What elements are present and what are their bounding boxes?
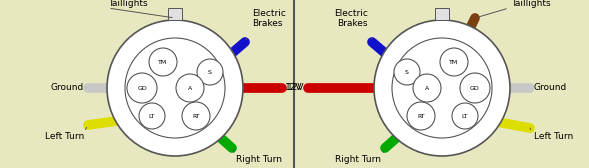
Circle shape (107, 20, 243, 156)
Text: Right Turn: Right Turn (236, 155, 282, 164)
Text: GD: GD (137, 86, 147, 91)
Circle shape (127, 73, 157, 103)
Circle shape (139, 103, 165, 129)
Circle shape (392, 38, 492, 138)
Text: RT: RT (417, 114, 425, 118)
Text: Electric
Brakes: Electric Brakes (252, 9, 286, 28)
Circle shape (413, 74, 441, 102)
Circle shape (176, 74, 204, 102)
Text: TM: TM (449, 59, 459, 65)
Text: Electric
Brakes: Electric Brakes (334, 9, 368, 28)
Circle shape (452, 103, 478, 129)
Text: Left Turn: Left Turn (45, 132, 84, 141)
Text: LT: LT (462, 114, 468, 118)
Text: Taillights: Taillights (108, 0, 148, 8)
Text: GD: GD (470, 86, 480, 91)
Text: 12V: 12V (286, 83, 304, 93)
Circle shape (440, 48, 468, 76)
Text: RT: RT (192, 114, 200, 118)
Text: A: A (425, 86, 429, 91)
Text: TM: TM (158, 59, 168, 65)
Circle shape (197, 59, 223, 85)
Text: LT: LT (149, 114, 155, 118)
Text: Right Turn: Right Turn (335, 155, 381, 164)
Circle shape (182, 102, 210, 130)
Text: Ground: Ground (534, 83, 567, 93)
Circle shape (407, 102, 435, 130)
Text: 12V: 12V (285, 83, 303, 93)
Bar (435, 8, 449, 20)
Circle shape (394, 59, 420, 85)
Bar (168, 8, 182, 20)
Circle shape (149, 48, 177, 76)
Text: Ground: Ground (51, 83, 84, 93)
Circle shape (374, 20, 510, 156)
Circle shape (125, 38, 225, 138)
Text: S: S (208, 70, 212, 74)
Circle shape (460, 73, 490, 103)
Text: Left Turn: Left Turn (534, 132, 573, 141)
Text: Taillights: Taillights (511, 0, 551, 8)
Text: S: S (405, 70, 409, 74)
Text: A: A (188, 86, 192, 91)
